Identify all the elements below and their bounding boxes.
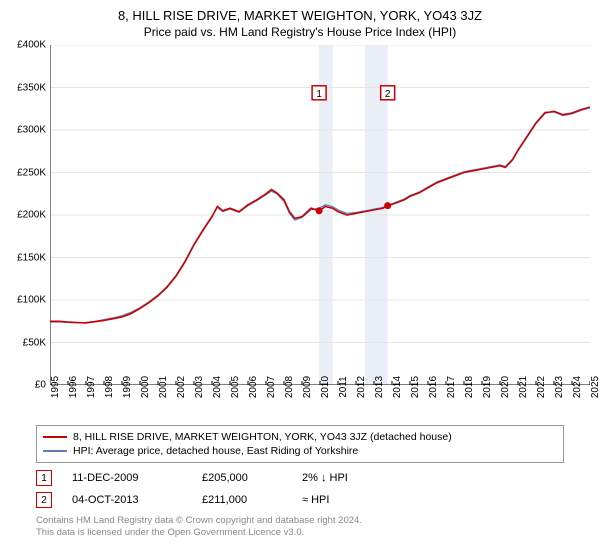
x-axis-labels: 1995199619971998199920002001200220032004… [50, 385, 590, 421]
x-tick-label: 2009 [302, 376, 313, 398]
x-tick-label: 1995 [50, 376, 61, 398]
x-tick-label: 2006 [248, 376, 259, 398]
x-tick-label: 2018 [464, 376, 475, 398]
y-tick-label: £150K [2, 252, 46, 263]
x-tick-label: 2012 [356, 376, 367, 398]
x-tick-label: 2007 [266, 376, 277, 398]
x-tick-label: 2002 [176, 376, 187, 398]
x-tick-label: 2000 [140, 376, 151, 398]
x-tick-label: 2021 [518, 376, 529, 398]
x-tick-label: 2013 [374, 376, 385, 398]
x-tick-label: 2024 [572, 376, 583, 398]
y-tick-label: £300K [2, 125, 46, 136]
txn-date: 11-DEC-2009 [72, 472, 182, 484]
svg-text:1: 1 [316, 89, 322, 100]
x-tick-label: 2019 [482, 376, 493, 398]
x-tick-label: 2017 [446, 376, 457, 398]
x-tick-label: 2025 [590, 376, 600, 398]
y-tick-label: £200K [2, 210, 46, 221]
x-tick-label: 2005 [230, 376, 241, 398]
legend-row-1: 8, HILL RISE DRIVE, MARKET WEIGHTON, YOR… [43, 430, 557, 444]
chart-title: 8, HILL RISE DRIVE, MARKET WEIGHTON, YOR… [0, 0, 600, 23]
y-tick-label: £0 [2, 380, 46, 391]
legend: 8, HILL RISE DRIVE, MARKET WEIGHTON, YOR… [36, 425, 564, 463]
legend-label-2: HPI: Average price, detached house, East… [73, 445, 358, 457]
chart-area: £0£50K£100K£150K£200K£250K£300K£350K£400… [50, 45, 590, 385]
transaction-table: 1 11-DEC-2009 £205,000 2% ↓ HPI 2 04-OCT… [36, 467, 564, 511]
y-tick-label: £350K [2, 82, 46, 93]
x-tick-label: 2001 [158, 376, 169, 398]
txn-date: 04-OCT-2013 [72, 494, 182, 506]
chart-plot: 12 [50, 45, 590, 385]
x-tick-label: 2011 [338, 376, 349, 398]
marker-box-1: 1 [36, 470, 52, 486]
y-tick-label: £250K [2, 167, 46, 178]
y-tick-label: £50K [2, 337, 46, 348]
marker-box-2: 2 [36, 492, 52, 508]
footer-line-2: This data is licensed under the Open Gov… [36, 527, 564, 539]
table-row: 2 04-OCT-2013 £211,000 ≈ HPI [36, 489, 564, 511]
y-axis-labels: £0£50K£100K£150K£200K£250K£300K£350K£400… [2, 45, 46, 385]
txn-price: £211,000 [202, 494, 282, 506]
x-tick-label: 1996 [68, 376, 79, 398]
x-tick-label: 1997 [86, 376, 97, 398]
x-tick-label: 2014 [392, 376, 403, 398]
chart-container: 8, HILL RISE DRIVE, MARKET WEIGHTON, YOR… [0, 0, 600, 560]
y-tick-label: £400K [2, 40, 46, 51]
footer: Contains HM Land Registry data © Crown c… [36, 515, 564, 539]
txn-hpi: 2% ↓ HPI [302, 472, 382, 484]
x-tick-label: 2015 [410, 376, 421, 398]
chart-subtitle: Price paid vs. HM Land Registry's House … [0, 23, 600, 45]
y-tick-label: £100K [2, 295, 46, 306]
x-tick-label: 2004 [212, 376, 223, 398]
legend-swatch-2 [43, 450, 67, 452]
x-tick-label: 2022 [536, 376, 547, 398]
x-tick-label: 2023 [554, 376, 565, 398]
txn-hpi: ≈ HPI [302, 494, 382, 506]
svg-text:2: 2 [385, 89, 391, 100]
footer-line-1: Contains HM Land Registry data © Crown c… [36, 515, 564, 527]
x-tick-label: 1999 [122, 376, 133, 398]
txn-price: £205,000 [202, 472, 282, 484]
legend-row-2: HPI: Average price, detached house, East… [43, 444, 557, 458]
legend-swatch-1 [43, 436, 67, 438]
table-row: 1 11-DEC-2009 £205,000 2% ↓ HPI [36, 467, 564, 489]
x-tick-label: 2008 [284, 376, 295, 398]
x-tick-label: 2010 [320, 376, 331, 398]
x-tick-label: 1998 [104, 376, 115, 398]
x-tick-label: 2003 [194, 376, 205, 398]
x-tick-label: 2016 [428, 376, 439, 398]
legend-label-1: 8, HILL RISE DRIVE, MARKET WEIGHTON, YOR… [73, 431, 452, 443]
x-tick-label: 2020 [500, 376, 511, 398]
